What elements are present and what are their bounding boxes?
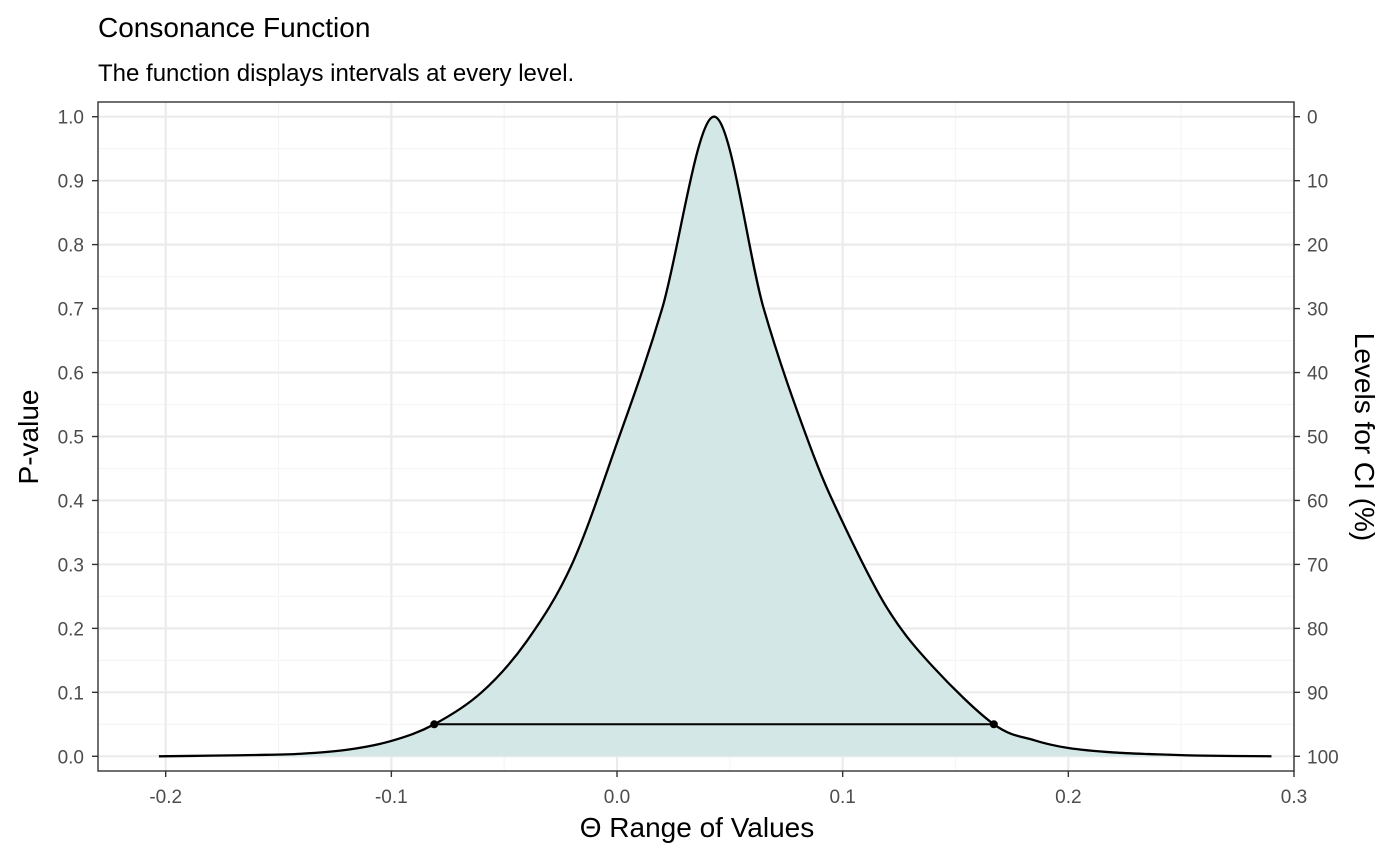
y-tick-label: 0.6 — [58, 364, 84, 385]
y2-tick-label: 10 — [1307, 172, 1328, 193]
y2-tick-label: 90 — [1307, 683, 1328, 704]
x-tick-label: 0.0 — [604, 787, 630, 808]
consonance-curve — [158, 115, 1272, 758]
x-axis-title: Θ Range of Values — [580, 812, 815, 843]
y-tick-label: 0.0 — [58, 747, 84, 768]
y-tick-label: 0.3 — [58, 555, 84, 576]
x-tick-label: 0.2 — [1055, 787, 1081, 808]
y2-tick-label: 0 — [1307, 108, 1318, 129]
ci-lower-point — [430, 720, 439, 729]
y-tick-label: 0.1 — [58, 683, 84, 704]
y2-tick-label: 30 — [1307, 300, 1328, 321]
confidence-area-upper — [158, 116, 1272, 757]
ci-upper-point — [989, 720, 998, 729]
y-axis-title: P-value — [13, 390, 44, 485]
chart-subtitle: The function displays intervals at every… — [98, 60, 574, 87]
y2-tick-label: 70 — [1307, 555, 1328, 576]
y-tick-label: 0.7 — [58, 300, 84, 321]
y2-tick-label: 40 — [1307, 364, 1328, 385]
x-tick-label: 0.3 — [1281, 787, 1307, 808]
y2-tick-label: 80 — [1307, 619, 1328, 640]
y-tick-label: 0.8 — [58, 236, 84, 257]
y-tick-label: 0.9 — [58, 172, 84, 193]
chart-title: Consonance Function — [98, 12, 370, 43]
y2-tick-label: 20 — [1307, 236, 1328, 257]
y-tick-label: 1.0 — [58, 108, 84, 129]
x-tick-label: 0.1 — [829, 787, 855, 808]
y-tick-label: 0.2 — [58, 619, 84, 640]
y2-tick-label: 60 — [1307, 491, 1328, 512]
y2-tick-label: 100 — [1307, 747, 1339, 768]
curve-layer — [158, 115, 1272, 758]
y2-tick-label: 50 — [1307, 428, 1328, 449]
x-tick-label: -0.2 — [149, 787, 182, 808]
y2-axis-title: Levels for CI (%) — [1349, 333, 1380, 542]
y-tick-label: 0.4 — [58, 491, 85, 512]
x-tick-label: -0.1 — [375, 787, 408, 808]
y-tick-label: 0.5 — [58, 428, 84, 449]
